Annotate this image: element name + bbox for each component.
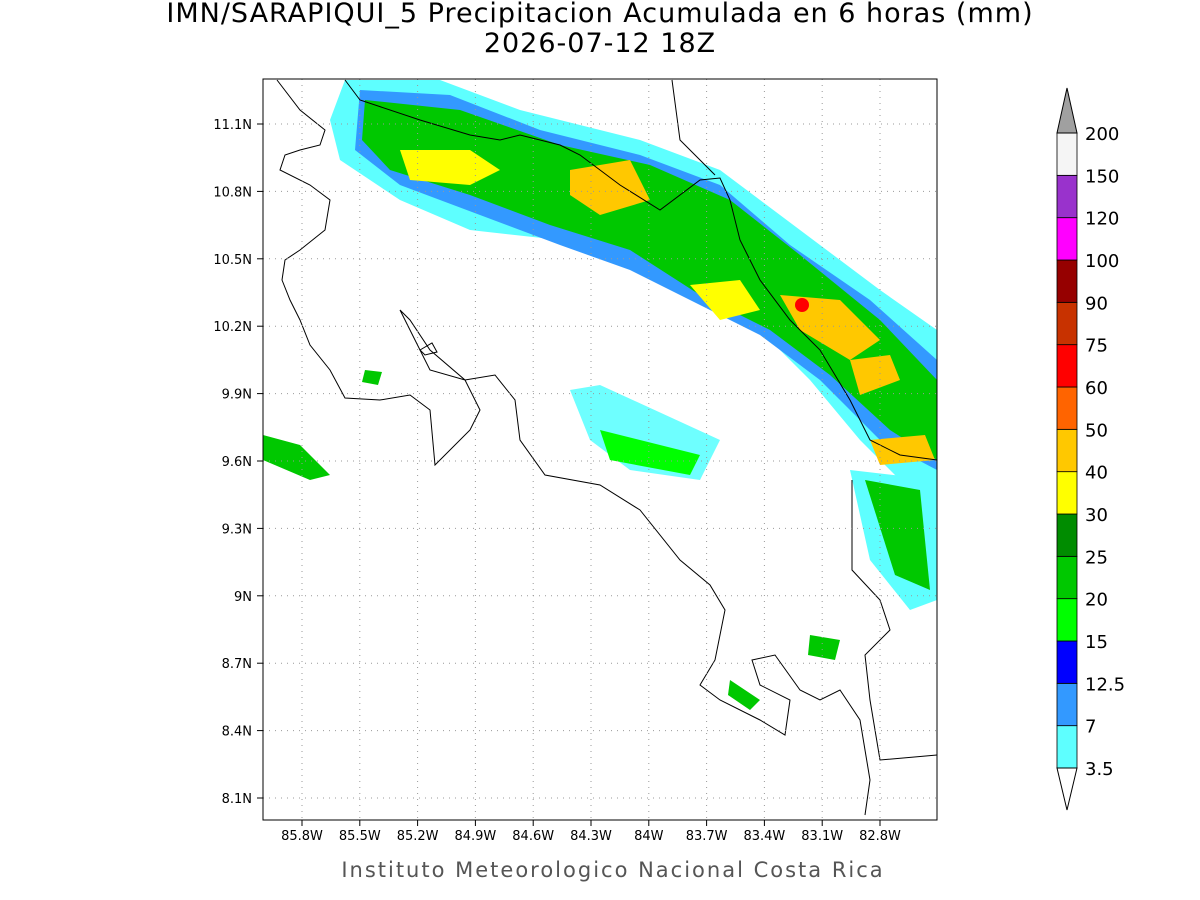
footer: Instituto Meteorologico Nacional Costa R… xyxy=(341,858,884,882)
colorbar-segment xyxy=(1056,301,1078,346)
lon-label: 82.8W xyxy=(859,829,901,844)
lon-label: 85.5W xyxy=(339,829,381,844)
colorbar-segment xyxy=(1056,598,1078,642)
map-frame xyxy=(262,78,938,821)
colorbar-label: 3.5 xyxy=(1085,759,1114,780)
lon-label: 84W xyxy=(634,829,664,844)
colorbar-segment xyxy=(1056,174,1078,219)
colorbar-label: 12.5 xyxy=(1085,674,1125,695)
lat-label: 10.2N xyxy=(213,320,252,335)
lat-label: 8.1N xyxy=(222,792,252,807)
colorbar-segment xyxy=(1056,428,1078,473)
lat-label: 8.7N xyxy=(222,657,252,672)
colorbar-segment xyxy=(1056,259,1078,303)
colorbar-label: 20 xyxy=(1085,590,1108,611)
lat-label: 9N xyxy=(234,590,252,605)
colorbar-label: 60 xyxy=(1085,378,1108,399)
lat-label: 9.3N xyxy=(222,522,252,537)
lon-label: 84.9W xyxy=(454,829,496,844)
colorbar-over xyxy=(1056,87,1078,134)
colorbar-segment xyxy=(1056,217,1078,261)
colorbar-segment xyxy=(1056,386,1078,430)
lat-label: 9.9N xyxy=(222,388,252,403)
lon-label: 83.1W xyxy=(801,829,843,844)
lat-label: 11.1N xyxy=(213,118,252,133)
lon-label: 83.7W xyxy=(686,829,728,844)
colorbar-label: 90 xyxy=(1085,293,1108,314)
colorbar-label: 120 xyxy=(1085,209,1119,230)
colorbar-label: 150 xyxy=(1085,166,1119,187)
subtitle: 2026-07-12 18Z xyxy=(484,28,716,59)
colorbar-segment xyxy=(1056,513,1078,557)
lon-label: 85.2W xyxy=(397,829,439,844)
colorbar-segment xyxy=(1056,471,1078,515)
lon-label: 84.3W xyxy=(570,829,612,844)
precipitation-field xyxy=(263,80,937,710)
colorbar-segment xyxy=(1056,725,1078,769)
lat-label: 10.5N xyxy=(213,253,252,268)
colorbar-segment xyxy=(1056,344,1078,388)
colorbar-under xyxy=(1056,767,1078,811)
colorbar-label: 7 xyxy=(1085,717,1096,738)
lat-label: 10.8N xyxy=(213,185,252,200)
colorbar-segment xyxy=(1056,555,1078,600)
colorbar-segment xyxy=(1056,640,1078,684)
map xyxy=(257,78,938,826)
colorbar-label: 200 xyxy=(1085,124,1119,145)
lon-label: 85.8W xyxy=(281,829,323,844)
lon-label: 83.4W xyxy=(743,829,785,844)
lon-label: 84.6W xyxy=(512,829,554,844)
colorbar-label: 30 xyxy=(1085,505,1108,526)
lat-label: 8.4N xyxy=(222,725,252,740)
colorbar-label: 100 xyxy=(1085,251,1119,272)
colorbar-label: 40 xyxy=(1085,463,1108,484)
colorbar-segment xyxy=(1056,132,1078,176)
colorbar-label: 15 xyxy=(1085,632,1108,653)
colorbar-label: 50 xyxy=(1085,420,1108,441)
coastline xyxy=(276,79,938,816)
title: IMN/SARAPIQUI_5 Precipitacion Acumulada … xyxy=(166,0,1033,29)
colorbar-segment xyxy=(1056,682,1078,727)
colorbar-label: 75 xyxy=(1085,336,1108,357)
lat-label: 9.6N xyxy=(222,455,252,470)
colorbar: 3.5 7 12.5 15 20 25 30 40 50 60 75 90 100 120 150 200 xyxy=(1056,87,1125,811)
colorbar-label: 25 xyxy=(1085,547,1108,568)
